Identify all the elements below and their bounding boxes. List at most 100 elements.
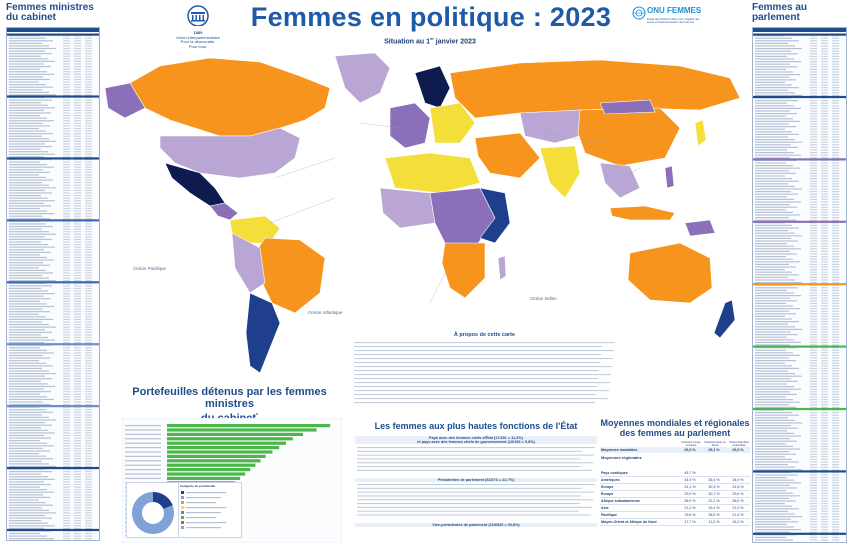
- table-cell: [810, 274, 817, 276]
- table-cell: [810, 451, 817, 453]
- table-row: [9, 349, 47, 351]
- text-line: [357, 506, 592, 508]
- table-cell: [810, 180, 817, 182]
- table-cell: [85, 370, 92, 372]
- table-cell: [832, 448, 839, 450]
- table-cell: [85, 251, 92, 253]
- table-cell: [63, 383, 70, 385]
- table-row: [9, 104, 48, 106]
- table-cell: [821, 422, 828, 424]
- table-row: [9, 231, 49, 233]
- table-cell: [810, 120, 817, 122]
- portfolio-bar: [167, 450, 273, 454]
- table-cell: [832, 367, 839, 369]
- table-row: [9, 213, 54, 215]
- table-cell: [821, 393, 828, 395]
- table-cell: [832, 370, 839, 372]
- table-cell: [74, 486, 81, 488]
- table-cell: [74, 522, 81, 524]
- table-cell: [832, 245, 839, 247]
- table-cell: [821, 464, 828, 466]
- table-cell: [810, 531, 817, 533]
- table-cell: [63, 300, 70, 302]
- left-panel-title: Femmes ministres du cabinet: [6, 3, 100, 23]
- table-row: [755, 146, 798, 148]
- table-cell: [85, 419, 92, 421]
- label-atlantic-ocean: Océan Atlantique: [308, 310, 343, 315]
- table-cell: [832, 432, 839, 434]
- table-cell: [821, 79, 828, 81]
- table-row: [9, 414, 42, 416]
- table-row: [755, 466, 795, 468]
- text-line: [357, 499, 593, 501]
- table-cell: [85, 365, 92, 367]
- table-cell: [832, 118, 839, 120]
- table-cell: [63, 71, 70, 73]
- table-row: [9, 55, 41, 57]
- table-cell: [821, 271, 828, 273]
- table-cell: [85, 522, 92, 524]
- table-cell: [810, 74, 817, 76]
- map-central-america: [209, 202, 239, 221]
- table-row: [9, 215, 43, 217]
- table-cell: [832, 334, 839, 336]
- table-cell: [63, 416, 70, 419]
- table-row: [755, 412, 792, 414]
- map-middle-east: [474, 132, 541, 179]
- table-cell: [810, 55, 817, 57]
- table-row: [9, 50, 45, 52]
- table-row: [9, 354, 43, 357]
- table-cell: [810, 305, 817, 307]
- table-cell: [85, 383, 92, 385]
- table-row: [755, 414, 799, 416]
- table-cell: [63, 471, 70, 473]
- table-cell: [832, 180, 839, 182]
- table-cell: [832, 157, 839, 159]
- table-cell: [85, 403, 92, 406]
- table-cell: [832, 464, 839, 466]
- table-band: [753, 407, 846, 411]
- table-cell: [821, 373, 828, 375]
- table-cell: [810, 422, 817, 424]
- table-cell: [85, 491, 92, 493]
- portfolio-legend-box: Catégorie de portefeuille: [178, 482, 242, 538]
- table-cell: [85, 478, 92, 480]
- averages-row-value: 29,6 %: [732, 492, 744, 496]
- table-cell: [74, 450, 81, 452]
- table-cell: [74, 388, 81, 390]
- table-cell: [832, 521, 839, 523]
- table-cell: [821, 482, 828, 484]
- portfolio-bar-label: [125, 469, 161, 471]
- table-cell: [85, 45, 92, 47]
- portfolio-bar: [167, 432, 303, 436]
- un-women-caption: Entité des Nations Unies pour l'égalité …: [647, 17, 700, 25]
- table-row: [9, 437, 51, 439]
- map-india: [539, 145, 581, 199]
- table-cell: [74, 176, 81, 179]
- table-cell: [810, 456, 817, 458]
- table-cell: [63, 58, 70, 60]
- table-cell: [821, 406, 828, 408]
- table-row: [9, 40, 53, 42]
- table-cell: [63, 99, 70, 101]
- table-cell: [821, 380, 828, 382]
- table-cell: [63, 192, 70, 194]
- table-cell: [85, 156, 92, 158]
- table-cell: [85, 339, 92, 341]
- un-women-logo: ONU FEMMES Entité des Nations Unies pour…: [632, 6, 702, 36]
- table-row: [755, 149, 787, 151]
- table-cell: [810, 326, 817, 328]
- table-row: [9, 179, 53, 181]
- table-row: [9, 200, 55, 202]
- table-row: [9, 396, 47, 398]
- table-cell: [821, 250, 828, 252]
- table-cell: [85, 89, 92, 91]
- table-cell: [832, 100, 839, 102]
- table-cell: [63, 246, 70, 248]
- table-cell: [85, 151, 92, 153]
- table-cell: [85, 380, 92, 382]
- table-row: [755, 367, 799, 369]
- portfolios-section: Portefeuilles détenus par les femmes min…: [112, 386, 347, 546]
- averages-row-value: 11,5 %: [708, 520, 720, 524]
- table-row: [9, 383, 48, 385]
